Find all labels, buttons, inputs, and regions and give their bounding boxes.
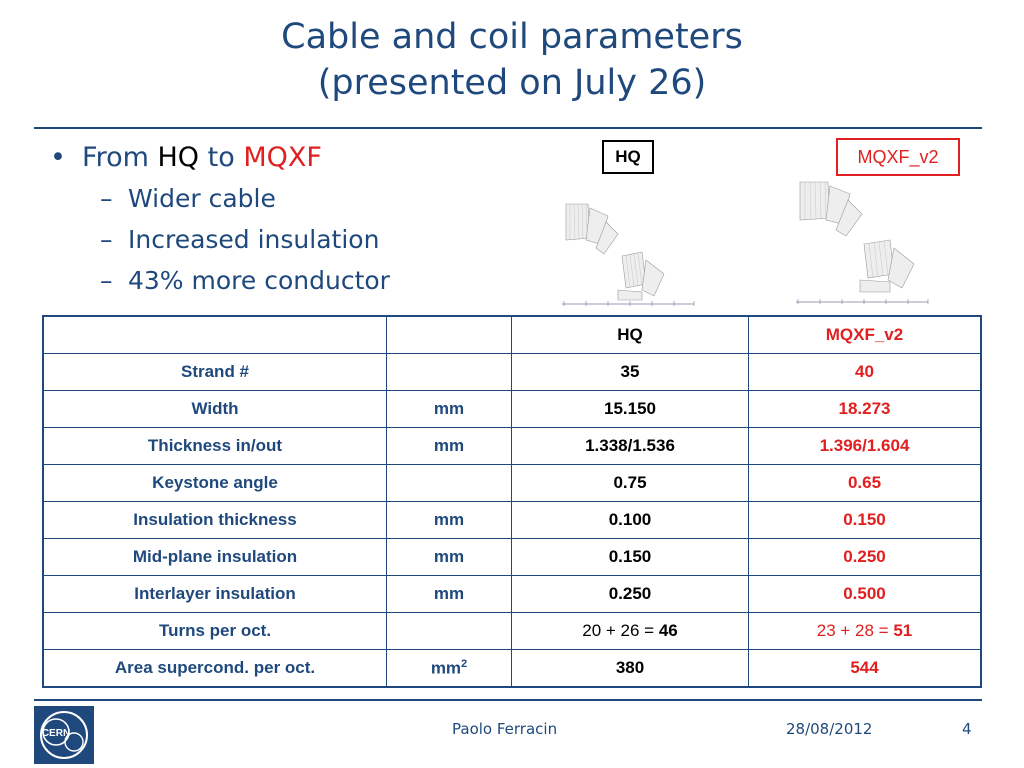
header-cell-mqxf: MQXF_v2 bbox=[748, 315, 982, 354]
row-mqxf-value: 40 bbox=[748, 353, 982, 391]
table-header-row: HQ MQXF_v2 bbox=[42, 315, 982, 354]
mqxf-label-box: MQXF_v2 bbox=[836, 138, 960, 176]
row-label: Strand # bbox=[42, 353, 387, 391]
row-label: Interlayer insulation bbox=[42, 575, 387, 613]
row-unit: mm bbox=[386, 390, 512, 428]
row-mqxf-value: 0.250 bbox=[748, 538, 982, 576]
sub-bullet: – Wider cable bbox=[50, 178, 390, 219]
row-label: Width bbox=[42, 390, 387, 428]
row-unit: mm2 bbox=[386, 649, 512, 688]
hq-label-box: HQ bbox=[602, 140, 654, 174]
turns-hq-expression: 20 + 26 = bbox=[582, 621, 659, 640]
row-mqxf-value: 1.396/1.604 bbox=[748, 427, 982, 465]
header-cell-hq: HQ bbox=[511, 315, 749, 354]
row-hq-value: 0.75 bbox=[511, 464, 749, 502]
turns-mqxf-expression: 23 + 28 = bbox=[816, 621, 894, 640]
table-row: Interlayer insulation mm 0.250 0.500 bbox=[42, 575, 982, 613]
header-cell-empty bbox=[386, 315, 512, 354]
area-unit: mm bbox=[430, 658, 462, 678]
row-label: Area supercond. per oct. bbox=[42, 649, 387, 688]
table-body: HQ MQXF_v2 Strand # 35 40 Width mm 15.15… bbox=[42, 315, 982, 688]
header-cell-empty bbox=[42, 315, 387, 354]
title-line-1: Cable and coil parameters bbox=[281, 17, 743, 57]
area-unit-superscript: 2 bbox=[461, 657, 468, 670]
table-row: Insulation thickness mm 0.100 0.150 bbox=[42, 501, 982, 539]
table-row: Mid-plane insulation mm 0.150 0.250 bbox=[42, 538, 982, 576]
row-hq-value: 15.150 bbox=[511, 390, 749, 428]
sub-bullet-text: Increased insulation bbox=[128, 225, 380, 254]
row-mqxf-value: 0.65 bbox=[748, 464, 982, 502]
row-mqxf-value: 544 bbox=[748, 649, 982, 688]
cern-logo-text: CERN bbox=[42, 728, 70, 739]
row-unit bbox=[386, 612, 512, 650]
row-hq-value: 35 bbox=[511, 353, 749, 391]
row-label: Turns per oct. bbox=[42, 612, 387, 650]
row-unit: mm bbox=[386, 501, 512, 539]
row-unit: mm bbox=[386, 427, 512, 465]
row-mqxf-value: 0.500 bbox=[748, 575, 982, 613]
turns-hq-total: 46 bbox=[658, 621, 678, 640]
bullet-dot-icon: • bbox=[50, 142, 66, 173]
title-divider bbox=[34, 127, 982, 129]
table-row: Strand # 35 40 bbox=[42, 353, 982, 391]
row-hq-value: 20 + 26 = 46 bbox=[511, 612, 749, 650]
row-label: Insulation thickness bbox=[42, 501, 387, 539]
sub-bullet-text: 43% more conductor bbox=[128, 266, 390, 295]
row-unit: mm bbox=[386, 575, 512, 613]
dash-icon: – bbox=[100, 184, 113, 213]
bullet-list: • From HQ to MQXF – Wider cable – Increased… bbox=[50, 138, 390, 301]
cern-logo: CERN bbox=[34, 706, 94, 764]
parameters-table: HQ MQXF_v2 Strand # 35 40 Width mm 15.15… bbox=[42, 315, 982, 688]
table-row: Thickness in/out mm 1.338/1.536 1.396/1.… bbox=[42, 427, 982, 465]
row-mqxf-value: 23 + 28 = 51 bbox=[748, 612, 982, 650]
row-mqxf-value: 18.273 bbox=[748, 390, 982, 428]
row-hq-value: 1.338/1.536 bbox=[511, 427, 749, 465]
dash-icon: – bbox=[100, 266, 113, 295]
title-line-2: (presented on July 26) bbox=[317, 63, 707, 103]
table-row-turns: Turns per oct. 20 + 26 = 46 23 + 28 = 51 bbox=[42, 612, 982, 650]
hq-coil-cross-section-image bbox=[562, 203, 695, 306]
row-unit bbox=[386, 353, 512, 391]
table-row: Keystone angle 0.75 0.65 bbox=[42, 464, 982, 502]
bullet-to: to bbox=[207, 142, 235, 173]
footer-page-number: 4 bbox=[962, 720, 972, 738]
table-row: Width mm 15.150 18.273 bbox=[42, 390, 982, 428]
footer-author: Paolo Ferracin bbox=[452, 720, 558, 738]
row-hq-value: 380 bbox=[511, 649, 749, 688]
mqxf-coil-cross-section-image bbox=[796, 181, 929, 304]
row-unit: mm bbox=[386, 538, 512, 576]
sub-bullet: –43% more conductor bbox=[50, 260, 390, 301]
row-unit bbox=[386, 464, 512, 502]
footer-date: 28/08/2012 bbox=[786, 720, 873, 738]
row-label: Keystone angle bbox=[42, 464, 387, 502]
bullet-main: • From HQ to MQXF bbox=[50, 138, 390, 178]
slide-title: Cable and coil parameters (presented on … bbox=[0, 14, 1024, 106]
footer-divider bbox=[34, 699, 982, 701]
sub-bullet: – Increased insulation bbox=[50, 219, 390, 260]
row-label: Thickness in/out bbox=[42, 427, 387, 465]
bullet-mqxf: MQXF bbox=[243, 142, 322, 173]
row-label: Mid-plane insulation bbox=[42, 538, 387, 576]
row-mqxf-value: 0.150 bbox=[748, 501, 982, 539]
row-hq-value: 0.150 bbox=[511, 538, 749, 576]
table-row-area: Area supercond. per oct. mm2 380 544 bbox=[42, 649, 982, 688]
turns-mqxf-total: 51 bbox=[893, 621, 913, 640]
bullet-hq: HQ bbox=[157, 142, 200, 173]
row-hq-value: 0.100 bbox=[511, 501, 749, 539]
row-hq-value: 0.250 bbox=[511, 575, 749, 613]
dash-icon: – bbox=[100, 225, 113, 254]
sub-bullet-text: Wider cable bbox=[128, 184, 276, 213]
bullet-from: From bbox=[82, 142, 149, 173]
